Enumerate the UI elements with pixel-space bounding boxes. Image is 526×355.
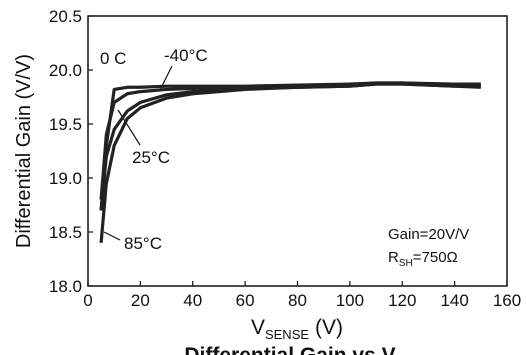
leader-line <box>103 231 121 241</box>
y-axis-label: Differential Gain (V/V) <box>13 54 35 248</box>
x-tick-label: 60 <box>236 291 255 310</box>
x-axis-label-unit: (V) <box>315 316 343 339</box>
x-tick-label: 100 <box>336 291 364 310</box>
y-tick-label: 20.0 <box>49 61 82 80</box>
series-label: 25°C <box>132 148 170 167</box>
x-tick-label: 20 <box>131 291 150 310</box>
x-tick-label: 80 <box>288 291 307 310</box>
y-tick-label: 18.0 <box>49 277 82 296</box>
series-label: -40°C <box>164 46 208 65</box>
y-tick-label: 18.5 <box>49 223 82 242</box>
leader-line <box>117 109 141 146</box>
x-tick-label: 140 <box>440 291 468 310</box>
series-line <box>99 82 481 243</box>
x-axis-label: VSENSE (V) <box>251 316 343 342</box>
x-tick-label: 120 <box>388 291 416 310</box>
y-tick-label: 20.5 <box>49 7 82 26</box>
y-tick-label: 19.0 <box>49 169 82 188</box>
chart-title: Differential Gain vs V <box>184 344 395 355</box>
x-tick-label: 0 <box>83 291 92 310</box>
x-tick-label: 40 <box>183 291 202 310</box>
rsh-note: RSH=750Ω <box>388 249 458 269</box>
rsh-note-value: =750Ω <box>413 249 458 266</box>
series-label: 85°C <box>124 234 162 253</box>
gain-note: Gain=20V/V <box>388 226 469 243</box>
rsh-note-sub: SH <box>399 258 413 269</box>
rsh-note-r: R <box>388 249 399 266</box>
y-tick-label: 19.5 <box>49 115 82 134</box>
x-axis-label-main: V <box>251 316 265 339</box>
series-label: 0 C <box>100 49 126 68</box>
x-tick-label: 160 <box>493 291 521 310</box>
x-axis-label-sub: SENSE <box>265 327 309 342</box>
